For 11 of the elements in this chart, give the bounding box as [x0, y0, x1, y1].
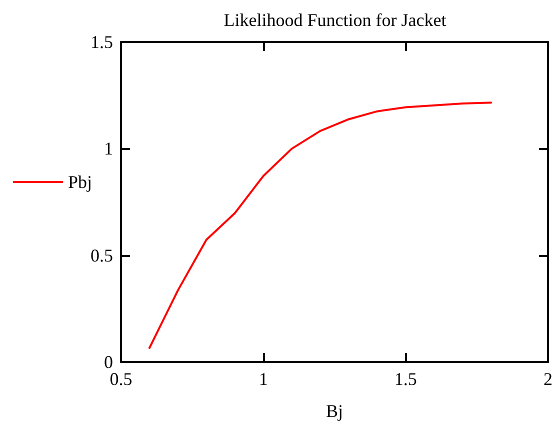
y-tick-label: 1	[104, 138, 113, 159]
line-series	[148, 102, 492, 349]
y-tick-label: 0.5	[90, 245, 113, 266]
y-tick-label: 0	[104, 352, 113, 372]
x-tick-label: 1	[258, 369, 268, 389]
legend-label: Pbj	[68, 172, 92, 192]
y-tick-label: 1.5	[90, 32, 113, 52]
x-axis-title: Bj	[326, 401, 344, 421]
chart-title: Likelihood Function for Jacket	[224, 10, 446, 30]
x-tick-label: 1.5	[394, 369, 417, 389]
x-tick-label: 2	[544, 369, 552, 389]
